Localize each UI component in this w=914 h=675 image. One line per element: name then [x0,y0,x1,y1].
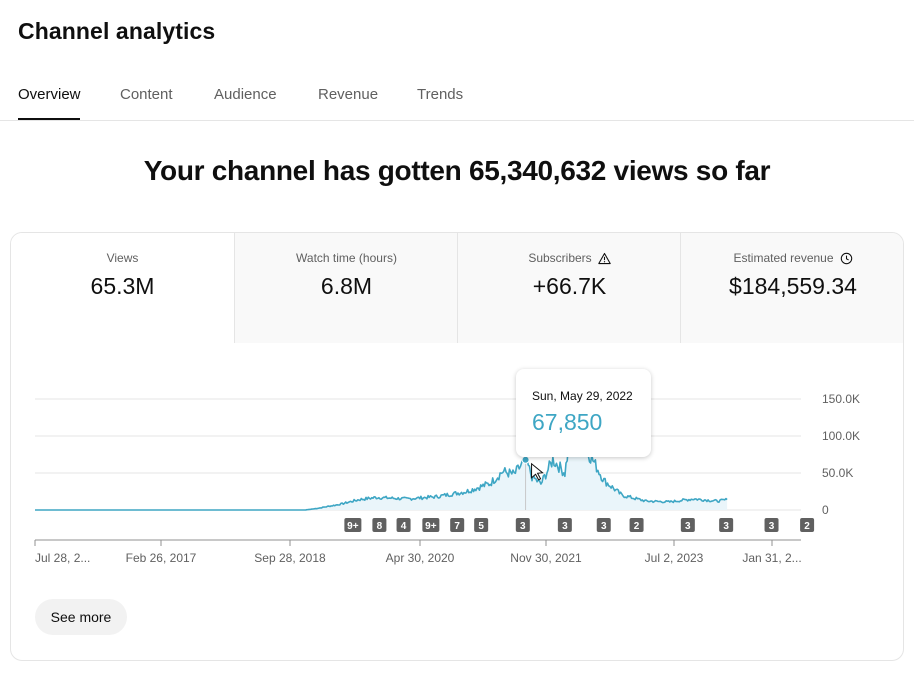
x-tick-label: Nov 30, 2021 [510,551,582,565]
tooltip-value: 67,850 [532,409,603,435]
series-line [35,398,728,511]
metric-watch-time-value: 6.8M [320,273,373,299]
event-marker [719,518,734,532]
y-tick-label: 100.0K [822,429,860,443]
y-tick-label: 0 [822,503,829,517]
event-marker-label: 8 [377,521,383,532]
tab-revenue[interactable]: Revenue [318,86,379,103]
event-marker [396,518,411,532]
series-area [35,399,728,510]
event-marker [344,518,362,532]
event-marker-label: 9+ [425,521,437,532]
metric-divider [234,233,235,343]
tooltip-date: Sun, May 29, 2022 [532,389,633,403]
event-marker [372,518,387,532]
metric-divider [680,233,681,343]
event-marker [629,518,644,532]
event-marker-label: 2 [804,521,810,532]
event-marker-label: 2 [634,521,640,532]
event-marker [680,518,695,532]
metric-watch-time[interactable]: Watch time (hours) 6.8M [235,233,458,343]
event-marker-label: 5 [478,521,484,532]
x-tick-label: Sep 28, 2018 [254,551,326,565]
x-tick-label: Apr 30, 2020 [386,551,455,565]
chart-tooltip: Sun, May 29, 2022 67,850 [516,369,651,457]
x-tick-label: Jul 2, 2023 [645,551,704,565]
event-marker [474,518,489,532]
views-chart[interactable]: 150.0K 100.0K 50.0K 0 9+ 8 4 9+ 7 5 3 3 3 2 3 3 3 2 Jul 28… [11,233,904,593]
event-marker [515,518,530,532]
see-more-button[interactable]: See more [35,599,127,635]
clock-icon[interactable] [840,252,853,265]
event-marker [557,518,572,532]
metric-subscribers-label: Subscribers [528,251,592,265]
tab-overview[interactable]: Overview [18,86,81,103]
event-marker-label: 3 [769,521,775,532]
event-marker-label: 3 [685,521,691,532]
y-tick-label: 50.0K [822,466,853,480]
tab-audience[interactable]: Audience [214,86,277,103]
event-marker [596,518,611,532]
metric-revenue[interactable]: Estimated revenue $184,559.34 [681,233,903,343]
metric-subscribers[interactable]: Subscribers +66.7K [458,233,681,343]
metric-revenue-value: $184,559.34 [729,273,857,299]
y-tick-label: 150.0K [822,392,860,406]
event-marker-label: 4 [401,521,407,532]
event-marker-label: 7 [454,521,460,532]
x-tick-label: Jan 31, 2... [742,551,801,565]
event-marker-label: 3 [601,521,607,532]
event-marker [422,518,440,532]
event-marker [764,518,779,532]
event-marker-label: 3 [520,521,526,532]
metric-views-value: 65.3M [90,273,155,299]
x-tick-label: Jul 28, 2... [35,551,90,565]
event-marker [800,518,815,532]
cursor-icon [531,462,544,481]
page-title: Channel analytics [18,18,216,44]
metric-divider [457,233,458,343]
x-tick-label: Feb 26, 2017 [126,551,197,565]
tab-content[interactable]: Content [120,86,173,103]
active-tab-indicator [18,118,80,120]
overview-card: Views 65.3M Watch time (hours) 6.8M Subs… [10,232,904,661]
tab-bar: Overview Content Audience Revenue Trends [0,72,914,121]
total-views-headline: Your channel has gotten 65,340,632 views… [143,155,771,186]
event-marker [450,518,465,532]
tab-trends[interactable]: Trends [417,86,464,103]
metric-watch-time-label: Watch time (hours) [296,251,397,265]
metric-views-label: Views [106,251,139,265]
highlight-point [521,455,530,464]
metric-revenue-label: Estimated revenue [733,251,834,265]
warning-icon[interactable] [597,252,611,265]
event-marker-label: 9+ [347,521,359,532]
metric-views[interactable]: Views 65.3M [11,233,234,343]
event-marker-label: 3 [562,521,568,532]
metric-subscribers-value: +66.7K [532,273,607,299]
event-marker-label: 3 [723,521,729,532]
